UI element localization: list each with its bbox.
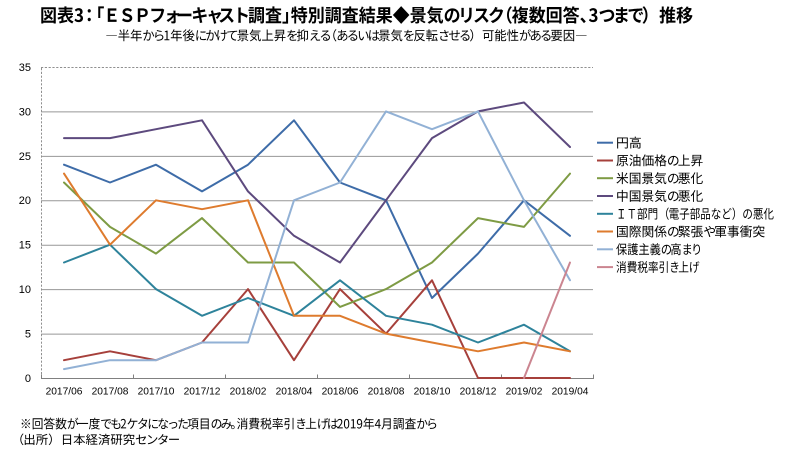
svg-text:15: 15 xyxy=(19,240,31,252)
svg-text:2017/08: 2017/08 xyxy=(92,386,129,397)
svg-text:25: 25 xyxy=(19,151,31,163)
svg-text:30: 30 xyxy=(19,106,31,118)
svg-text:35: 35 xyxy=(19,62,31,74)
svg-text:2018/06: 2018/06 xyxy=(322,386,359,397)
svg-text:10: 10 xyxy=(19,284,31,296)
svg-text:0: 0 xyxy=(25,373,31,385)
svg-text:5: 5 xyxy=(25,329,31,341)
svg-text:2018/10: 2018/10 xyxy=(414,386,451,397)
svg-text:2019/04: 2019/04 xyxy=(552,386,589,397)
svg-text:2018/04: 2018/04 xyxy=(276,386,313,397)
svg-text:20: 20 xyxy=(19,195,31,207)
svg-text:2017/10: 2017/10 xyxy=(138,386,175,397)
svg-text:2018/02: 2018/02 xyxy=(230,386,267,397)
svg-text:2017/12: 2017/12 xyxy=(184,386,221,397)
svg-text:2017/06: 2017/06 xyxy=(46,386,83,397)
svg-text:2018/08: 2018/08 xyxy=(368,386,405,397)
svg-text:2019/02: 2019/02 xyxy=(506,386,543,397)
svg-text:2018/12: 2018/12 xyxy=(460,386,497,397)
